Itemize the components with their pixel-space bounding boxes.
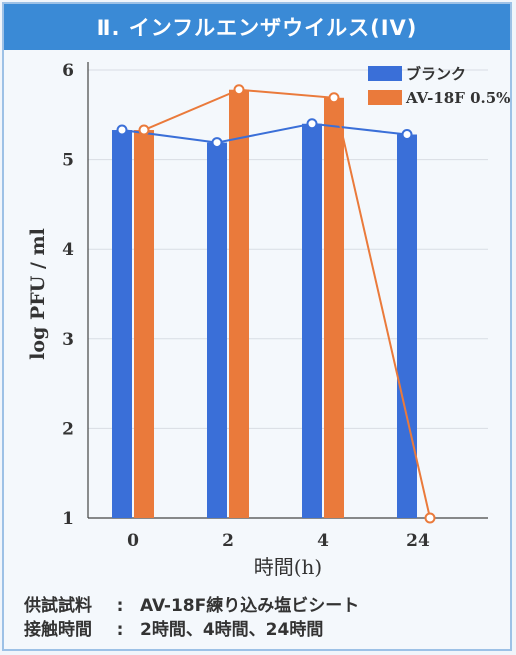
- point-blank: [118, 126, 127, 135]
- x-tick-label: 2: [222, 531, 234, 551]
- bar-blank: [302, 124, 322, 518]
- point-blank: [403, 130, 412, 139]
- note-label: 供試試料: [24, 594, 100, 618]
- point-av18f: [140, 126, 149, 135]
- x-tick-label: 4: [317, 531, 329, 551]
- y-tick-label: 6: [62, 61, 74, 81]
- point-av18f: [426, 514, 435, 523]
- note-label: 接触時間: [24, 618, 100, 642]
- notes: 供試試料 : AV-18F練り込み塩ビシート 接触時間 : 2時間、4時間、24…: [24, 594, 359, 642]
- y-tick-label: 5: [62, 151, 74, 171]
- y-axis-title: log PFU / ml: [27, 228, 49, 360]
- bar-av18f: [134, 130, 154, 518]
- note-separator: :: [100, 618, 140, 642]
- note-value: 2時間、4時間、24時間: [140, 618, 323, 642]
- x-tick-label: 0: [127, 531, 139, 551]
- series-line-av18f: [144, 90, 430, 518]
- bar-av18f: [324, 98, 344, 518]
- point-blank: [308, 119, 317, 128]
- x-tick-label: 24: [406, 531, 430, 551]
- legend-label-av18f: AV-18F 0.5%: [405, 89, 510, 107]
- bar-blank: [397, 135, 417, 518]
- y-tick-label: 3: [62, 330, 74, 350]
- note-row-contact-time: 接触時間 : 2時間、4時間、24時間: [24, 618, 359, 642]
- x-axis-title: 時間(h): [254, 555, 323, 579]
- y-tick-label: 2: [62, 419, 74, 439]
- point-blank: [213, 138, 222, 147]
- point-av18f: [330, 93, 339, 102]
- note-value: AV-18F練り込み塩ビシート: [140, 594, 359, 618]
- bar-blank: [112, 130, 132, 518]
- bar-blank: [207, 143, 227, 518]
- bar-av18f: [229, 90, 249, 518]
- series-line-blank: [122, 124, 407, 143]
- note-separator: :: [100, 594, 140, 618]
- y-tick-label: 4: [62, 240, 74, 260]
- y-tick-label: 1: [62, 509, 74, 529]
- legend-swatch-av18f: [368, 90, 402, 105]
- point-av18f: [235, 85, 244, 94]
- legend-swatch-blank: [368, 66, 402, 81]
- legend-label-blank: ブランク: [406, 65, 466, 83]
- note-row-sample: 供試試料 : AV-18F練り込み塩ビシート: [24, 594, 359, 618]
